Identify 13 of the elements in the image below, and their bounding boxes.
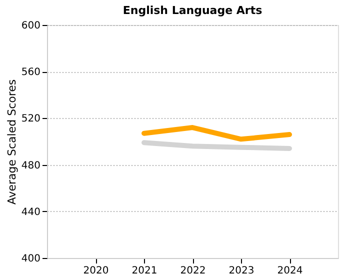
y-axis-title: Average Scaled Scores — [5, 79, 18, 205]
x-tick-label: 2022 — [180, 266, 206, 276]
y-tick-label: 480 — [21, 160, 40, 172]
chart-title: English Language Arts — [122, 4, 263, 17]
x-tick-label: 2023 — [228, 266, 254, 276]
x-tick-label: 2021 — [132, 266, 158, 276]
y-tick-label: 520 — [21, 114, 40, 125]
y-tick-label: 440 — [21, 206, 40, 218]
y-tick-label: 560 — [21, 67, 40, 78]
x-tick-label: 2024 — [277, 266, 303, 276]
x-tick-label: 2020 — [83, 266, 109, 276]
y-tick-label: 400 — [21, 254, 40, 264]
y-tick-label: 600 — [21, 20, 40, 32]
